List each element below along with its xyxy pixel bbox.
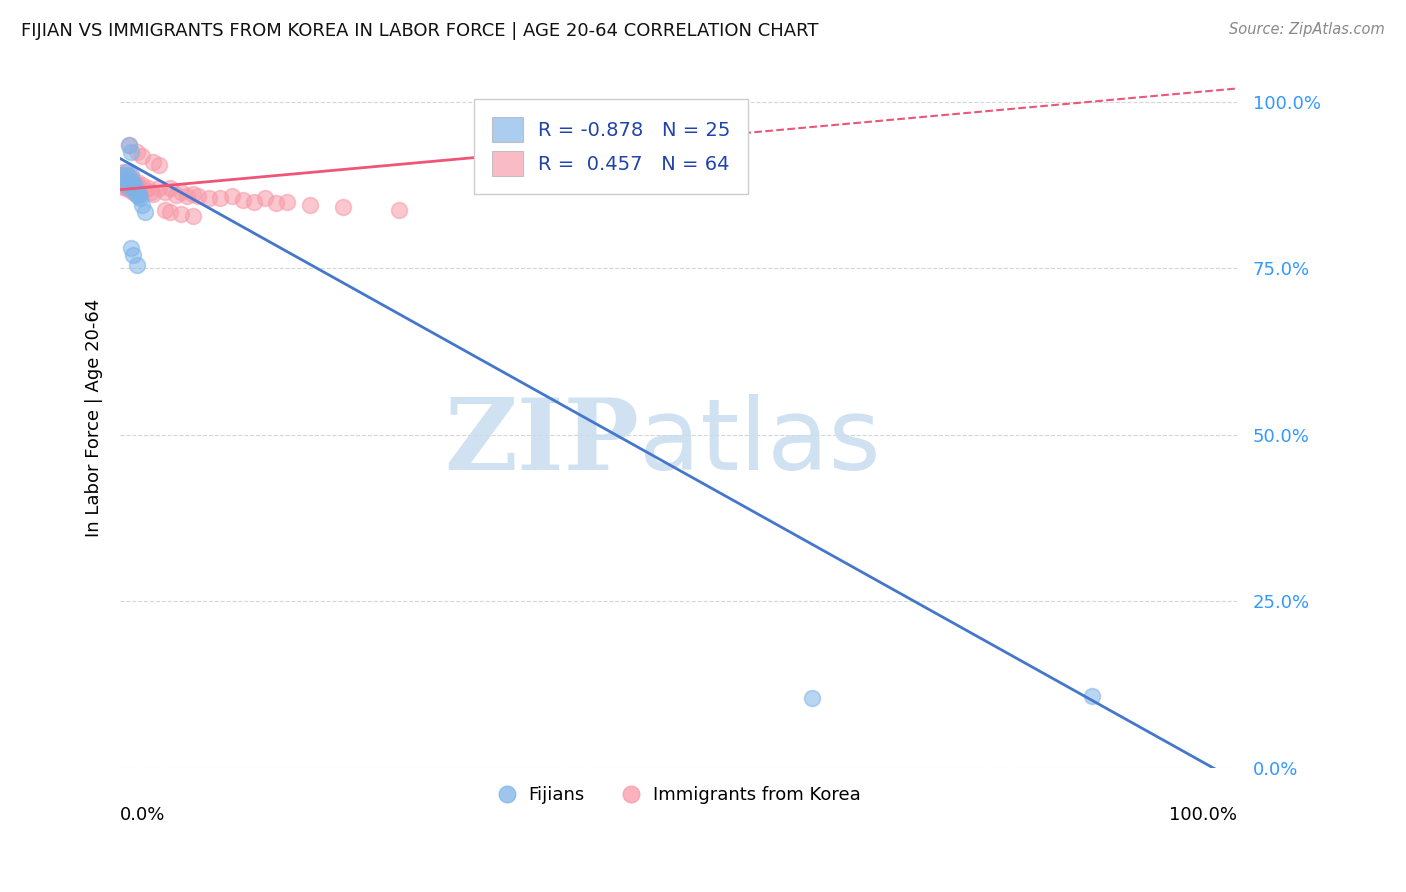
Point	[148, 158, 170, 172]
Y-axis label: In Labor Force | Age 20-64: In Labor Force | Age 20-64	[86, 299, 103, 537]
Text: ZIP: ZIP	[444, 394, 640, 491]
Point	[181, 210, 204, 224]
Point	[181, 186, 204, 201]
Point	[266, 196, 288, 211]
Point	[117, 175, 139, 189]
Point	[120, 171, 142, 186]
Point	[117, 171, 139, 186]
Point	[232, 194, 254, 208]
Point	[209, 191, 232, 205]
Point	[115, 168, 138, 182]
Point	[148, 181, 170, 195]
Point	[118, 181, 141, 195]
Point	[142, 186, 165, 201]
Point	[122, 185, 145, 199]
Point	[254, 191, 277, 205]
Point	[129, 185, 152, 199]
Point	[153, 185, 176, 199]
Point	[170, 185, 193, 199]
Point	[332, 200, 354, 214]
Legend: Fijians, Immigrants from Korea: Fijians, Immigrants from Korea	[488, 779, 868, 811]
Point	[120, 168, 142, 182]
Text: atlas: atlas	[640, 394, 882, 491]
Point	[136, 181, 159, 195]
Point	[112, 180, 135, 194]
Point	[115, 178, 138, 192]
Point	[124, 186, 146, 201]
Point	[243, 194, 266, 209]
Point	[125, 145, 148, 159]
Text: 0.0%: 0.0%	[120, 806, 166, 824]
Point	[122, 176, 145, 190]
Point	[114, 178, 136, 192]
Point	[1080, 689, 1102, 703]
Point	[125, 183, 148, 197]
Point	[118, 173, 141, 187]
Point	[114, 181, 136, 195]
Point	[129, 191, 152, 205]
Point	[125, 258, 148, 272]
Point	[124, 180, 146, 194]
Point	[159, 181, 181, 195]
Point	[276, 194, 298, 209]
Point	[124, 176, 146, 190]
Point	[198, 191, 221, 205]
Text: 100.0%: 100.0%	[1168, 806, 1237, 824]
Text: Source: ZipAtlas.com: Source: ZipAtlas.com	[1229, 22, 1385, 37]
Point	[118, 183, 141, 197]
Point	[176, 189, 198, 203]
Point	[134, 204, 156, 219]
Point	[131, 178, 153, 192]
Point	[128, 186, 150, 201]
Point	[114, 165, 136, 179]
Point	[121, 176, 143, 190]
Point	[141, 185, 163, 199]
Point	[131, 198, 153, 212]
Point	[114, 169, 136, 184]
Point	[120, 241, 142, 255]
Point	[110, 173, 132, 187]
Point	[124, 178, 146, 192]
Text: FIJIAN VS IMMIGRANTS FROM KOREA IN LABOR FORCE | AGE 20-64 CORRELATION CHART: FIJIAN VS IMMIGRANTS FROM KOREA IN LABOR…	[21, 22, 818, 40]
Point	[111, 176, 134, 190]
Point	[298, 198, 321, 212]
Point	[165, 188, 187, 202]
Point	[801, 690, 824, 705]
Point	[128, 181, 150, 195]
Point	[122, 180, 145, 194]
Point	[112, 171, 135, 186]
Point	[121, 173, 143, 187]
Point	[127, 178, 149, 192]
Point	[589, 161, 612, 176]
Point	[118, 178, 141, 192]
Point	[187, 189, 209, 203]
Point	[170, 207, 193, 221]
Point	[114, 168, 136, 182]
Point	[117, 180, 139, 194]
Point	[142, 154, 165, 169]
Point	[115, 178, 138, 192]
Point	[112, 165, 135, 179]
Point	[118, 175, 141, 189]
Point	[118, 138, 141, 153]
Point	[388, 202, 411, 217]
Point	[114, 173, 136, 187]
Point	[221, 189, 243, 203]
Point	[122, 248, 145, 262]
Point	[118, 138, 141, 153]
Point	[118, 169, 141, 184]
Point	[153, 202, 176, 217]
Point	[125, 183, 148, 197]
Point	[111, 168, 134, 182]
Point	[159, 204, 181, 219]
Point	[134, 183, 156, 197]
Point	[120, 145, 142, 159]
Point	[121, 181, 143, 195]
Point	[127, 189, 149, 203]
Point	[125, 175, 148, 189]
Point	[131, 149, 153, 163]
Point	[120, 180, 142, 194]
